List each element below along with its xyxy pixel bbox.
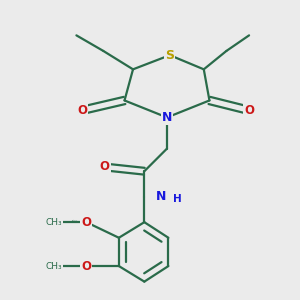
Text: O: O bbox=[81, 260, 91, 273]
Text: O: O bbox=[81, 216, 91, 229]
Text: O: O bbox=[82, 217, 91, 227]
Text: O: O bbox=[77, 104, 87, 117]
Text: CH₃: CH₃ bbox=[45, 218, 62, 227]
Text: CH₃: CH₃ bbox=[45, 262, 62, 271]
Text: O: O bbox=[100, 160, 110, 173]
Text: N: N bbox=[162, 111, 172, 124]
Text: methoxy: methoxy bbox=[72, 220, 78, 221]
Text: H: H bbox=[172, 194, 181, 204]
Text: methoxy: methoxy bbox=[51, 219, 57, 220]
Text: S: S bbox=[165, 49, 174, 62]
Text: O: O bbox=[244, 104, 254, 117]
Text: N: N bbox=[156, 190, 166, 203]
